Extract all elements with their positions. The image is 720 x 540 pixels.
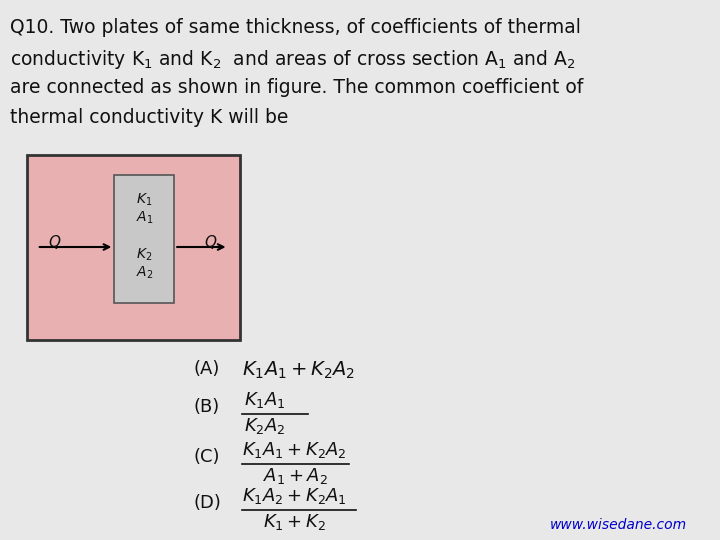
Text: $A_2$: $A_2$ — [135, 265, 153, 281]
Text: $K_2A_2$: $K_2A_2$ — [244, 416, 285, 436]
Text: $A_1$: $A_1$ — [135, 210, 153, 226]
Text: (D): (D) — [194, 494, 222, 512]
Text: thermal conductivity K will be: thermal conductivity K will be — [9, 108, 288, 127]
Text: $Q$: $Q$ — [48, 233, 61, 251]
Text: $K_1A_1 + K_2A_2$: $K_1A_1 + K_2A_2$ — [242, 360, 355, 381]
Text: $Q$: $Q$ — [204, 233, 217, 251]
Text: $K_1 + K_2$: $K_1 + K_2$ — [264, 512, 326, 532]
Text: $K_1A_1 + K_2A_2$: $K_1A_1 + K_2A_2$ — [242, 440, 346, 460]
Text: $K_2$: $K_2$ — [136, 247, 153, 263]
Text: $K_1$: $K_1$ — [136, 192, 153, 208]
Bar — [114, 175, 174, 303]
Text: www.wisedane.com: www.wisedane.com — [550, 518, 688, 532]
Text: Q10. Two plates of same thickness, of coefficients of thermal: Q10. Two plates of same thickness, of co… — [9, 18, 580, 37]
Text: $A_1 + A_2$: $A_1 + A_2$ — [264, 466, 328, 486]
Text: conductivity K$_1$ and K$_2$  and areas of cross section A$_1$ and A$_2$: conductivity K$_1$ and K$_2$ and areas o… — [9, 48, 575, 71]
Text: $K_1A_1$: $K_1A_1$ — [244, 390, 285, 410]
Bar — [27, 155, 240, 340]
Text: (B): (B) — [194, 398, 220, 416]
Text: $K_1A_2 + K_2A_1$: $K_1A_2 + K_2A_1$ — [242, 486, 347, 506]
Text: are connected as shown in figure. The common coefficient of: are connected as shown in figure. The co… — [9, 78, 583, 97]
Text: (A): (A) — [194, 360, 220, 378]
Text: (C): (C) — [194, 448, 220, 466]
